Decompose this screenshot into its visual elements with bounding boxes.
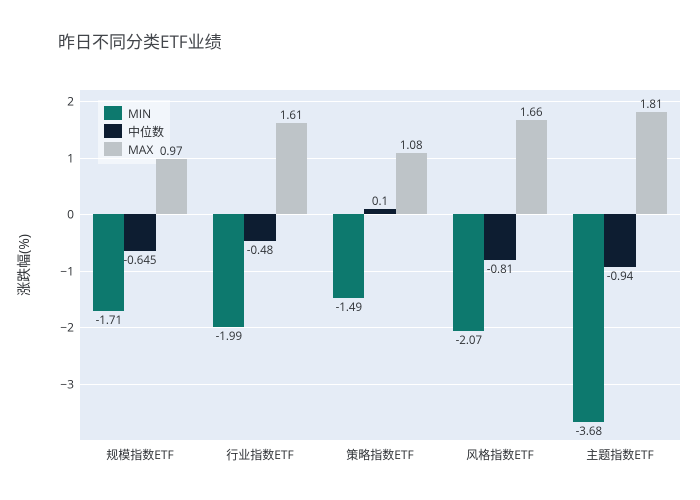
bar: [636, 112, 667, 214]
chart-title: 昨日不同分类ETF业绩: [58, 28, 222, 53]
legend-label: MAX: [128, 141, 153, 158]
x-tick-label: 策略指数ETF: [346, 446, 413, 463]
legend-item: MAX: [104, 140, 164, 158]
bar-value-label: 1.08: [400, 138, 423, 153]
legend-swatch: [104, 106, 122, 120]
bar-value-label: 1.66: [520, 105, 543, 120]
bar: [453, 214, 484, 331]
legend-item: 中位数: [104, 122, 164, 140]
bar: [93, 214, 124, 311]
y-tick-label: −1: [60, 262, 74, 279]
bar: [516, 120, 547, 214]
bar-value-label: -0.645: [123, 253, 156, 268]
bar-value-label: 0.97: [160, 144, 183, 159]
x-tick-label: 主题指数ETF: [586, 446, 653, 463]
bar-value-label: 0.1: [372, 194, 388, 209]
bar-value-label: -1.99: [216, 329, 242, 344]
legend-swatch: [104, 142, 122, 156]
bar: [156, 159, 187, 214]
bar-value-label: 1.81: [640, 97, 663, 112]
legend-swatch: [104, 124, 122, 138]
legend-label: MIN: [128, 105, 151, 122]
bar: [604, 214, 635, 267]
bar-value-label: -1.49: [336, 300, 362, 315]
chart-container: 昨日不同分类ETF业绩 涨跌幅(%) MIN中位数MAX −3 −2 −1 0 1 2 规模…: [0, 0, 700, 500]
bar: [396, 153, 427, 214]
bar: [213, 214, 244, 326]
y-axis-label: 涨跌幅(%): [14, 234, 34, 296]
bar: [484, 214, 515, 260]
bar: [124, 214, 155, 250]
y-tick-label: 1: [67, 149, 74, 166]
y-tick-label: 2: [67, 93, 74, 110]
bar: [333, 214, 364, 298]
legend-item: MIN: [104, 104, 164, 122]
bar: [364, 209, 395, 215]
bar: [244, 214, 275, 241]
x-tick-label: 行业指数ETF: [226, 446, 293, 463]
bar-value-label: -2.07: [456, 333, 482, 348]
bar-value-label: -0.48: [247, 243, 273, 258]
x-tick-label: 风格指数ETF: [466, 446, 533, 463]
x-tick-label: 规模指数ETF: [106, 446, 173, 463]
bar-value-label: -3.68: [576, 424, 602, 439]
y-tick-label: −3: [60, 375, 74, 392]
bar: [276, 123, 307, 214]
bar-value-label: 1.61: [280, 108, 303, 123]
y-tick-label: −2: [60, 319, 74, 336]
y-tick-label: 0: [67, 206, 74, 223]
bar: [573, 214, 604, 422]
legend-label: 中位数: [128, 123, 164, 140]
bar-value-label: -0.94: [607, 269, 633, 284]
bar-value-label: -0.81: [487, 262, 513, 277]
bar-value-label: -1.71: [96, 313, 122, 328]
